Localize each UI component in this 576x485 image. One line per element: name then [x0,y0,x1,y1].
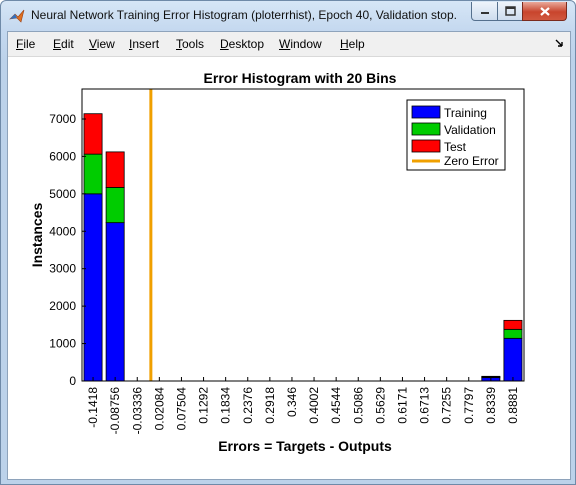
y-tick-label: 3000 [49,262,76,276]
menu-window[interactable]: Window [279,37,322,51]
x-tick-label: 0.8881 [506,387,520,424]
x-tick-label: 0.07504 [174,387,188,431]
legend-swatch-training [411,105,441,119]
minimize-button[interactable] [471,2,498,21]
y-tick-label: 1000 [49,337,76,351]
bar-validation-19 [503,328,523,339]
x-tick-label: 0.5629 [373,387,387,424]
matlab-icon [9,9,25,23]
bar-training-0 [83,193,103,382]
legend-label-test: Test [444,140,467,154]
figure-client-area: File Edit View Insert Tools Desktop Wind… [7,31,571,480]
maximize-icon [504,6,516,16]
bar-validation-1 [105,187,125,224]
legend-swatch-test [411,139,441,153]
bar-test-0 [83,113,103,155]
x-tick-label: 0.1292 [197,387,211,424]
y-tick-label: 6000 [49,149,76,163]
menu-insert[interactable]: Insert [129,37,160,51]
bar-test-18 [481,375,501,378]
menu-bar: File Edit View Insert Tools Desktop Wind… [8,32,570,57]
x-tick-label: 0.2918 [263,387,277,424]
x-tick-label: -0.03336 [130,387,144,435]
maximize-button[interactable] [497,2,523,21]
legend-label-training: Training [444,106,487,120]
legend-label-validation: Validation [444,123,496,137]
x-tick-label: -0.08756 [108,387,122,435]
histogram-bars [83,113,523,382]
x-tick-label: 0.1834 [219,387,233,424]
y-tick-label: 0 [69,374,76,388]
x-tick-label: 0.02084 [152,387,166,431]
bar-test-19 [503,319,523,330]
menu-help[interactable]: Help [340,37,365,51]
y-axis-ticks: 0 1000 2000 3000 4000 5000 6000 7000 [49,112,86,388]
bar-validation-0 [83,153,103,195]
bar-training-1 [105,222,125,382]
x-tick-label: 0.7797 [462,387,476,424]
x-tick-label: 0.4002 [307,387,321,424]
x-tick-label: -0.1418 [86,387,100,428]
legend-label-zero-error: Zero Error [444,154,499,168]
x-axis-label: Errors = Targets - Outputs [218,438,392,454]
bar-test-1 [105,151,125,188]
legend-swatch-validation [411,122,441,136]
menu-view[interactable]: View [89,37,115,51]
close-icon [539,6,550,16]
error-histogram-chart: Error Histogram with 20 Bins 0 1000 2000 30… [29,70,525,454]
menu-desktop[interactable]: Desktop [220,37,265,51]
x-tick-label: 0.7255 [440,387,454,424]
y-tick-label: 2000 [49,299,76,313]
x-tick-label: 0.6713 [418,387,432,424]
x-tick-label: 0.6171 [395,387,409,424]
x-tick-label: 0.5086 [351,387,365,424]
title-bar[interactable]: Neural Network Training Error Histogram … [1,1,575,31]
menu-edit[interactable]: Edit [53,37,74,51]
axes-box [81,88,525,382]
x-tick-label: 0.2376 [241,387,255,424]
legend[interactable]: Training Validation Test Zero Error [406,99,506,171]
bar-training-19 [503,337,523,382]
x-tick-label: 0.4544 [329,387,343,424]
y-axis-label: Instances [29,202,45,267]
y-tick-label: 4000 [49,224,76,238]
figure-canvas: Error Histogram with 20 Bins 0 1000 2000 30… [8,57,570,479]
dock-arrow-icon[interactable] [554,38,564,48]
chart-title: Error Histogram with 20 Bins [204,70,397,86]
close-button[interactable] [522,2,567,21]
minimize-icon [480,12,489,14]
y-tick-label: 7000 [49,112,76,126]
x-tick-label: 0.346 [285,387,299,417]
x-axis-ticks: -0.1418 -0.08756 -0.03336 0.02084 0.07504 0.1… [86,377,520,434]
menu-tools[interactable]: Tools [176,37,205,51]
x-tick-label: 0.8339 [484,387,498,424]
menu-file[interactable]: File [16,37,36,51]
window-title: Neural Network Training Error Histogram … [31,8,457,22]
y-tick-label: 5000 [49,187,76,201]
